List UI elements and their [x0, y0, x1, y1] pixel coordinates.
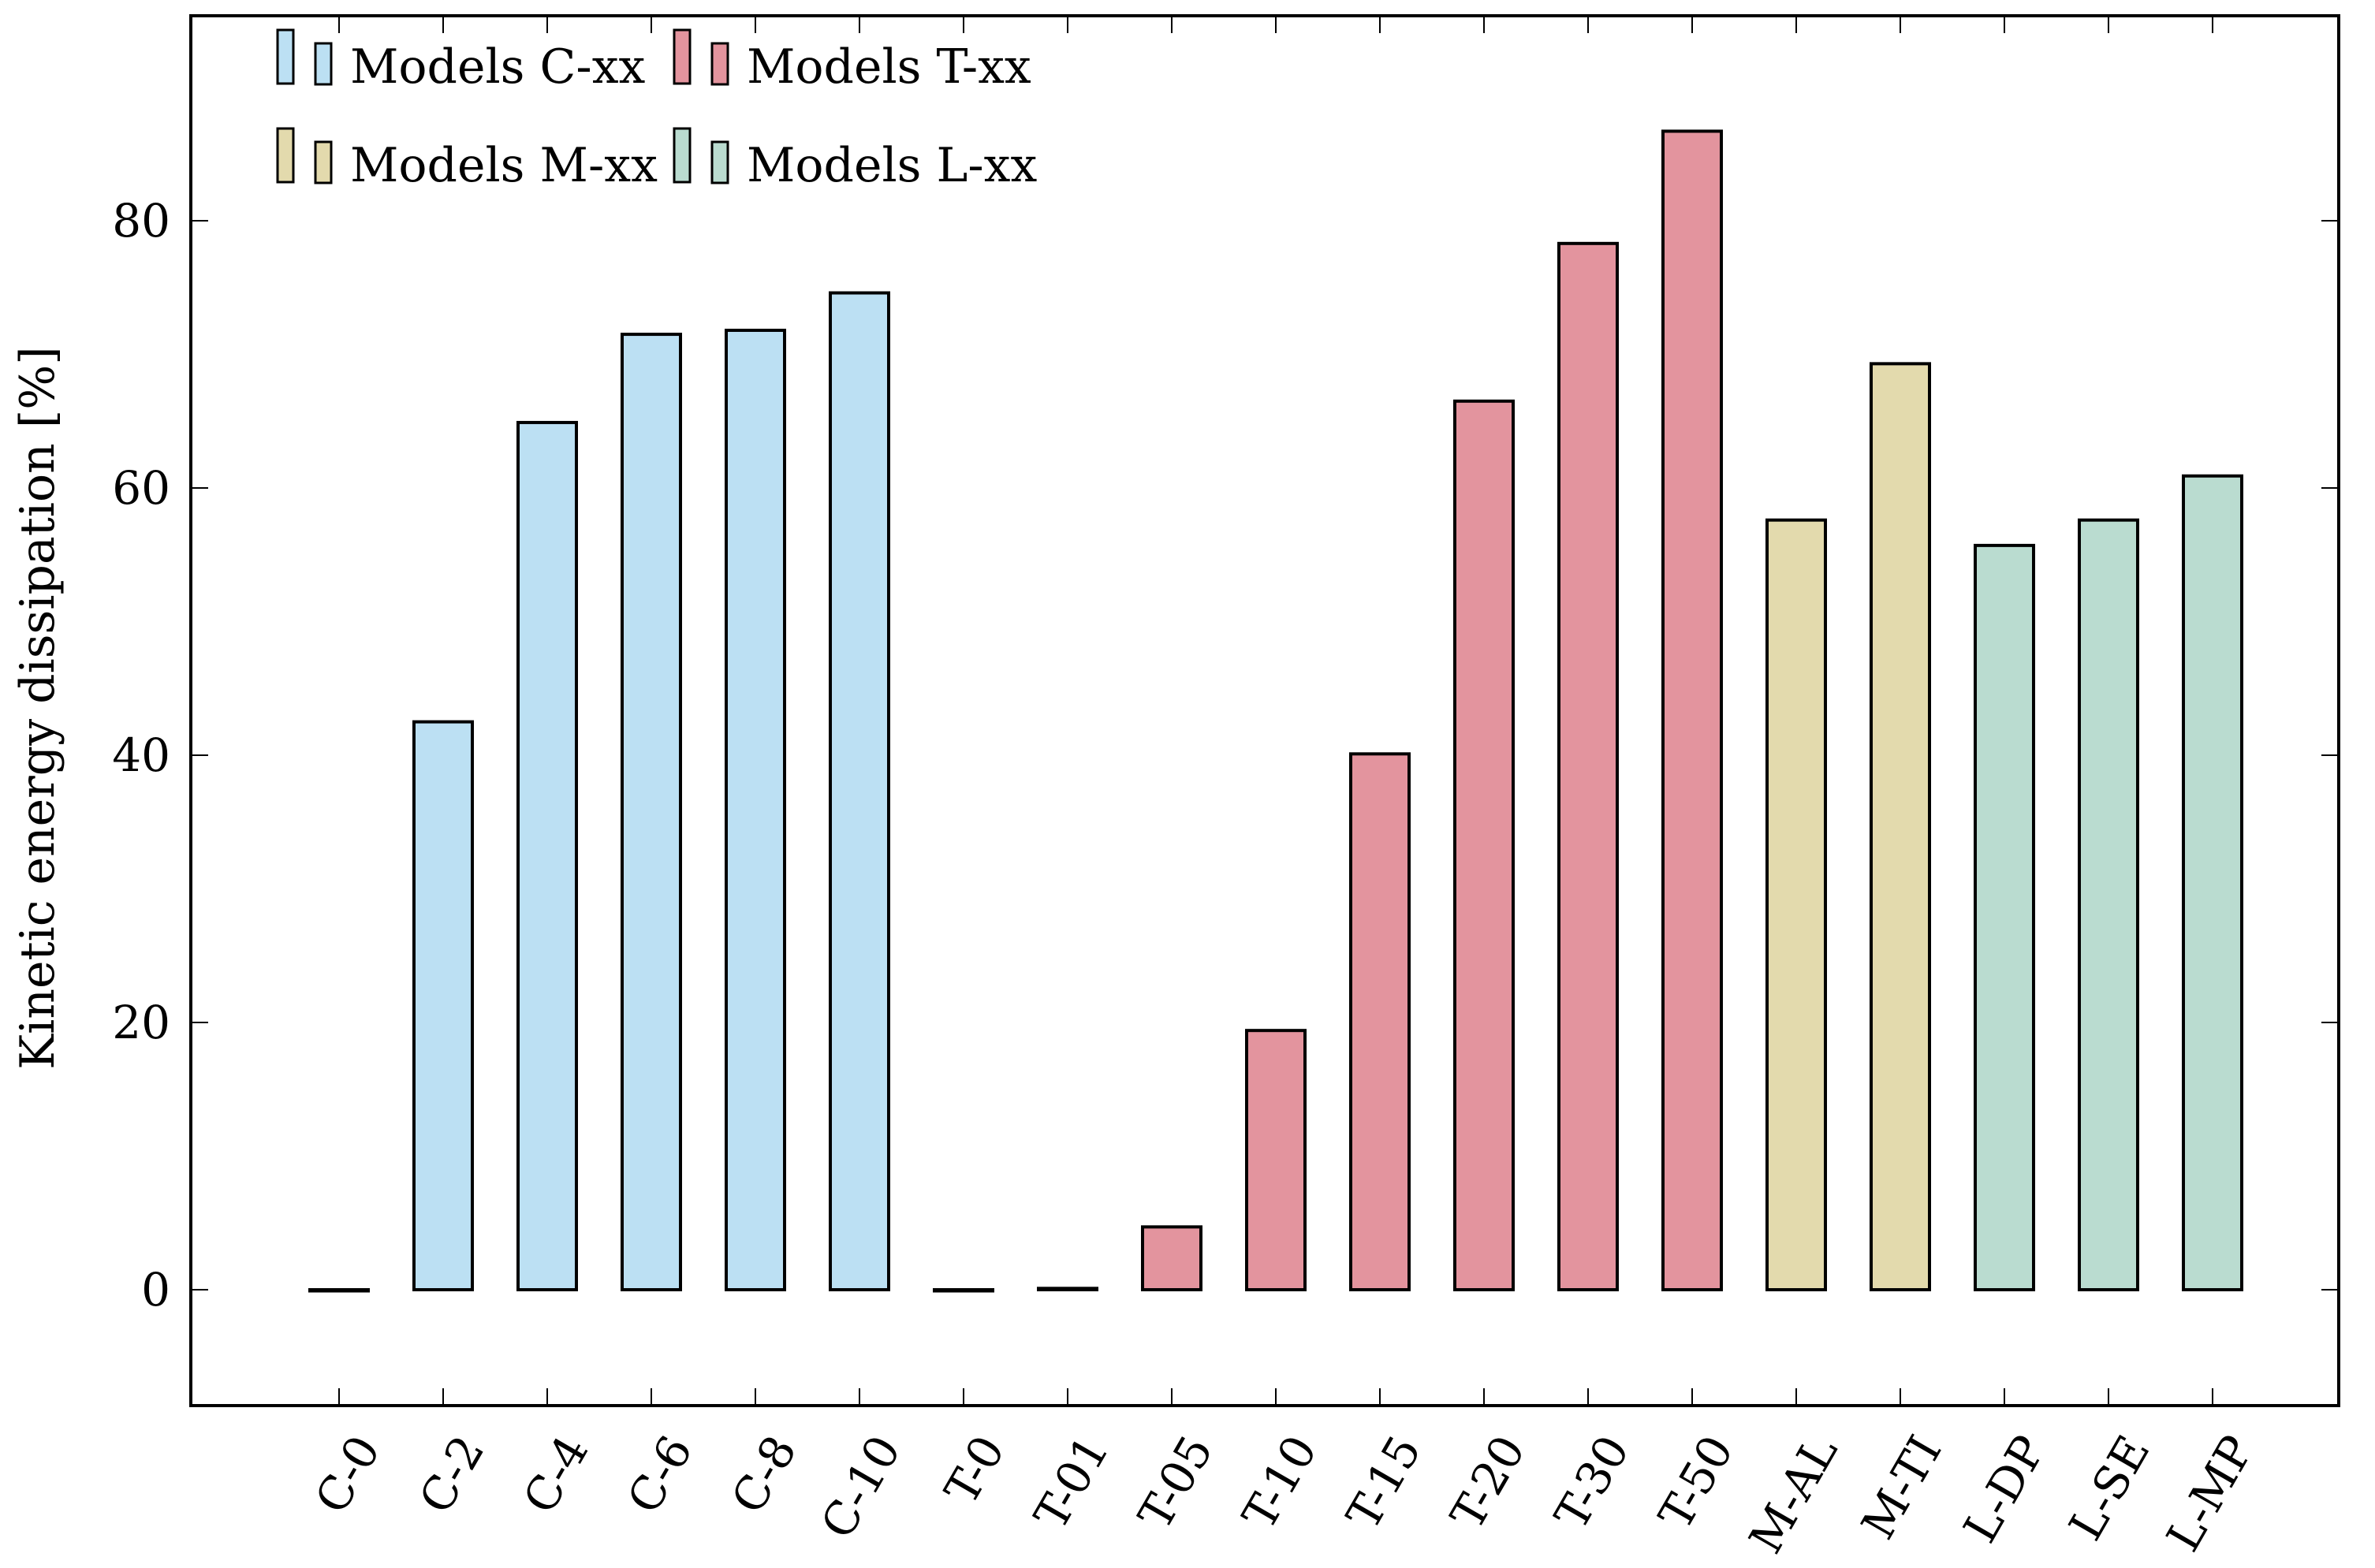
x-tick-label: T-05 [1128, 1427, 1223, 1539]
bar-t-20 [1453, 399, 1515, 1292]
bar-c-10 [829, 291, 890, 1291]
x-tick-label: C-0 [304, 1427, 390, 1522]
x-tick-label: T-0 [934, 1427, 1016, 1514]
tick-marks-layer [191, 16, 2339, 1406]
bar-t-01 [1037, 1287, 1098, 1292]
x-tick-label: T-01 [1023, 1427, 1119, 1539]
legend-swatch-short [314, 140, 333, 184]
x-tick-label: T-10 [1232, 1427, 1327, 1539]
x-tick-label: L-MP [2156, 1427, 2264, 1561]
x-tick-label: C-8 [721, 1427, 807, 1522]
legend-swatch-bar [276, 127, 295, 184]
bar-c-6 [621, 333, 682, 1292]
x-tick-label: T-30 [1544, 1427, 1639, 1539]
legend-swatch-bar [276, 28, 295, 85]
y-tick-label: 20 [112, 996, 170, 1049]
legend-swatch-short [314, 42, 333, 86]
x-tick-label: T-15 [1336, 1427, 1431, 1539]
bar-t-50 [1661, 129, 1723, 1291]
x-tick-label: C-4 [513, 1427, 598, 1522]
legend-label-l: Models L-xx [747, 138, 1037, 193]
bar-t-0 [933, 1288, 994, 1293]
x-tick-labels: C-0 C-2 C-4 C-6 C-8 C-10 T-0 T-01 T-05 T-10 T-15 T-… [304, 1427, 2264, 1562]
bar-c-8 [725, 328, 786, 1291]
legend-label-m: Models M-xx [350, 138, 658, 193]
bar-t-30 [1557, 241, 1619, 1292]
legend: Models C-xx Models T-xx Models M-xx Models … [276, 28, 1037, 193]
x-tick-label: T-20 [1440, 1427, 1535, 1539]
legend-swatch-bar [673, 28, 692, 85]
x-tick-label: L-DP [1953, 1427, 2056, 1551]
y-tick-label: 40 [112, 728, 170, 782]
x-tick-label: L-SE [2059, 1427, 2161, 1549]
legend-swatch-short [710, 140, 729, 184]
y-tick-label: 80 [112, 194, 170, 248]
bar-c-0 [308, 1288, 370, 1293]
y-tick-label: 60 [112, 461, 170, 515]
x-tick-label: T-50 [1648, 1427, 1743, 1539]
bar-l-dp [1974, 543, 2035, 1291]
bar-t-15 [1349, 752, 1411, 1291]
y-tick-labels: 0 20 40 60 80 [112, 194, 170, 1317]
legend-label-c: Models C-xx [350, 39, 646, 95]
x-tick-label: C-2 [408, 1427, 494, 1522]
bar-c-4 [516, 420, 578, 1292]
legend-swatch-bar [673, 127, 692, 184]
bar-c-2 [412, 720, 474, 1291]
bar-t-05 [1141, 1225, 1202, 1291]
bar-m-ti [1870, 362, 1931, 1291]
bars-layer [308, 129, 2243, 1293]
x-tick-label: C-6 [617, 1427, 703, 1522]
y-axis-title: Kinetic energy dissipation [%] [10, 346, 65, 1069]
x-tick-label: M-AL [1739, 1427, 1848, 1562]
bar-m-al [1765, 518, 1827, 1291]
x-tick-label: M-TI [1851, 1427, 1952, 1548]
legend-label-t: Models T-xx [747, 39, 1031, 95]
x-tick-label: C-10 [811, 1427, 912, 1548]
y-tick-label: 0 [141, 1263, 170, 1317]
legend-swatch-short [710, 42, 729, 86]
bar-l-se [2078, 518, 2139, 1291]
bar-t-10 [1245, 1029, 1307, 1292]
bar-l-mp [2182, 474, 2243, 1291]
plot-frame [189, 14, 2340, 1407]
